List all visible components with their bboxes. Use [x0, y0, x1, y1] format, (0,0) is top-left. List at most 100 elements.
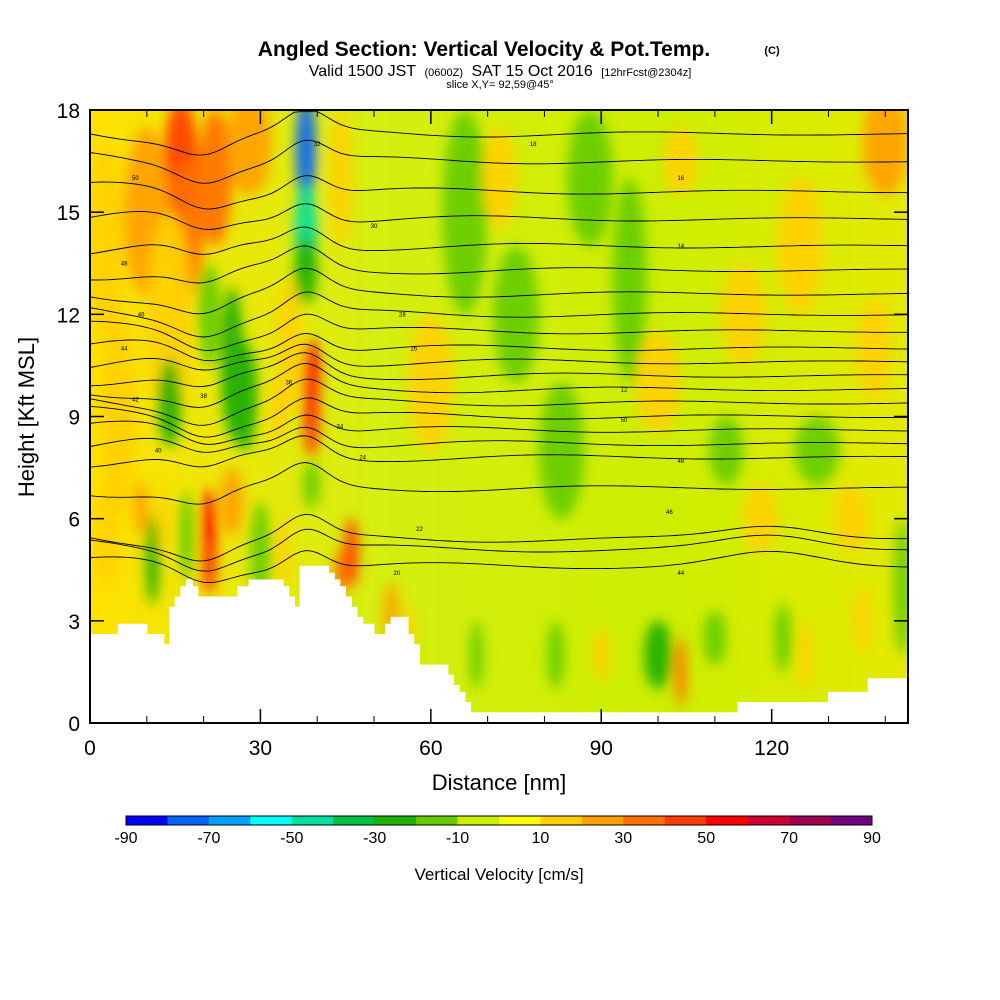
velocity-cell — [101, 314, 136, 519]
colorbar-swatch — [540, 816, 583, 825]
velocity-cell — [303, 460, 320, 509]
y-tick-label: 15 — [57, 202, 80, 225]
colorbar-swatch — [416, 816, 458, 825]
theta-contour — [90, 462, 908, 505]
velocity-cell — [343, 518, 359, 587]
theta-contour — [90, 362, 908, 408]
velocity-cell — [328, 110, 352, 247]
velocity-cell — [250, 501, 271, 604]
velocity-cells — [90, 110, 908, 707]
colorbar-swatch — [167, 816, 210, 825]
theta-contour — [90, 397, 908, 438]
colorbar-swatch — [830, 816, 873, 825]
subtitle-utc: (0600Z) — [425, 67, 464, 79]
colorbar-frame — [125, 815, 873, 826]
chart-slice-info: slice X,Y= 92,59@45° — [446, 79, 554, 91]
x-tick-label: 30 — [249, 737, 272, 760]
theta-contour-label: 12 — [621, 387, 628, 393]
theta-contour — [90, 267, 908, 315]
theta-contour — [90, 332, 908, 362]
theta-contour-label: 28 — [399, 312, 406, 318]
velocity-cell — [295, 110, 317, 206]
theta-contour — [90, 291, 908, 338]
colorbar-swatch — [250, 816, 293, 825]
velocity-cell — [198, 110, 232, 247]
theta-contour-label: 50 — [621, 418, 628, 424]
y-tick-label: 6 — [68, 509, 80, 532]
velocity-cell — [493, 246, 539, 383]
y-axis-label: Height [Kft MSL] — [14, 337, 39, 497]
velocity-cell — [226, 110, 272, 196]
colorbar-tick-label: 30 — [614, 830, 632, 847]
chart-subtitle: Valid 1500 JST (0600Z) SAT 15 Oct 2016 [… — [309, 63, 692, 80]
colorbar-tick-label: 90 — [863, 830, 881, 847]
velocity-cell — [612, 178, 647, 383]
theta-contour-label: 22 — [416, 527, 423, 533]
velocity-cell — [275, 518, 291, 587]
colorbar-swatch — [333, 816, 376, 825]
velocity-cell — [294, 236, 318, 305]
colorbar-swatch — [374, 816, 417, 825]
velocity-cell — [720, 263, 766, 366]
colorbar-tick-label: -30 — [363, 830, 386, 847]
theta-contour — [90, 313, 908, 351]
y-tick-label: 3 — [68, 611, 80, 634]
velocity-cell — [95, 484, 119, 587]
colorbar-tick-label: 50 — [697, 830, 715, 847]
theta-contour-label: 50 — [132, 176, 139, 182]
velocity-cell — [777, 178, 823, 315]
velocity-cell — [774, 603, 792, 673]
theta-contour-label: 44 — [121, 346, 128, 352]
velocity-cell — [269, 375, 286, 444]
theta-contour-label: 16 — [677, 176, 684, 182]
x-axis-label: Distance [nm] — [432, 770, 567, 795]
theta-contour — [90, 226, 908, 255]
theta-contour-label: 36 — [285, 380, 292, 386]
velocity-cell — [547, 620, 565, 690]
x-tick-label: 0 — [84, 737, 96, 760]
subtitle-date: SAT 15 Oct 2016 — [472, 63, 593, 80]
velocity-cell — [663, 127, 698, 196]
velocity-cell — [834, 484, 869, 553]
velocity-cell — [643, 620, 673, 690]
theta-contour-label: 42 — [132, 398, 139, 404]
theta-contour — [90, 352, 908, 388]
velocity-cell — [743, 484, 778, 553]
colorbar-swatch — [291, 816, 334, 825]
velocity-cell — [197, 263, 221, 366]
theta-contours — [90, 111, 908, 584]
colorbar-swatch — [457, 816, 500, 825]
velocity-cell — [703, 610, 727, 666]
theta-contour-label: 30 — [371, 224, 378, 230]
velocity-cell — [145, 515, 160, 604]
colorbar-tick-label: -70 — [197, 830, 220, 847]
velocity-cell — [862, 110, 908, 196]
velocity-cell — [709, 416, 744, 485]
theta-contour-label: 20 — [393, 571, 400, 577]
theta-contour — [90, 111, 908, 156]
y-tick-label: 9 — [68, 407, 80, 430]
x-tick-label: 60 — [419, 737, 442, 760]
colorbar: -90 -70 -50 -30 -10 10 30 50 70 90 — [114, 815, 881, 847]
colorbar-swatch — [581, 816, 624, 825]
theta-contour-label: 46 — [666, 510, 673, 516]
theta-contour — [90, 245, 908, 284]
colorbar-tick-label: -10 — [446, 830, 469, 847]
velocity-cell — [592, 627, 610, 683]
subtitle-forecast: [12hrFcst@2304z] — [601, 67, 691, 79]
colorbar-tick-label: -50 — [280, 830, 303, 847]
theta-contour — [90, 414, 908, 445]
colorbar-swatch — [664, 816, 707, 825]
theta-contour-label: 32 — [314, 142, 321, 148]
theta-contour — [90, 139, 908, 184]
theta-contour — [90, 203, 908, 230]
velocity-cell — [90, 144, 124, 349]
theta-contour-label: 40 — [155, 449, 162, 455]
theta-contour-label: 48 — [677, 459, 684, 465]
theta-contour-label: 24 — [359, 455, 366, 461]
velocity-cell — [794, 416, 840, 485]
colorbar-swatch — [208, 816, 251, 825]
theta-contour — [90, 426, 908, 453]
